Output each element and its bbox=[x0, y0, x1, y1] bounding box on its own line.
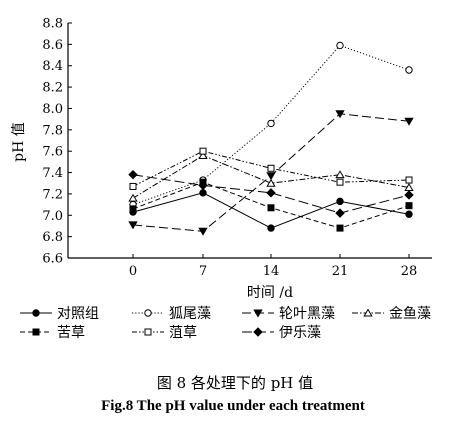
data-point bbox=[199, 147, 207, 155]
data-point bbox=[405, 66, 413, 74]
data-point bbox=[405, 202, 413, 210]
y-tick-label: 8.2 bbox=[42, 81, 63, 96]
legend-label: 苦草 bbox=[57, 325, 85, 341]
y-tick-label: 8.4 bbox=[42, 59, 63, 74]
series-1 bbox=[129, 189, 413, 232]
series-line bbox=[132, 44, 410, 206]
legend-marker bbox=[32, 309, 40, 317]
y-tick-label: 7.8 bbox=[42, 123, 63, 138]
data-point bbox=[199, 189, 207, 197]
data-point bbox=[198, 227, 208, 236]
data-point bbox=[267, 119, 275, 128]
legend-item: 苦草 bbox=[20, 325, 85, 341]
data-point bbox=[335, 170, 345, 179]
data-point bbox=[267, 164, 275, 172]
legend-marker bbox=[363, 308, 373, 317]
data-point bbox=[129, 182, 137, 190]
legend-label: 金鱼藻 bbox=[389, 305, 431, 322]
y-tick-label: 6.6 bbox=[42, 252, 63, 267]
data-point bbox=[335, 208, 345, 218]
legend-label: 轮叶黑藻 bbox=[279, 306, 335, 322]
y-tick-label: 7.0 bbox=[42, 209, 63, 224]
data-point bbox=[404, 117, 414, 126]
data-point bbox=[266, 172, 276, 181]
data-point bbox=[336, 224, 344, 232]
data-point bbox=[405, 210, 413, 218]
y-tick-label: 7.4 bbox=[42, 166, 63, 181]
data-point bbox=[129, 205, 137, 213]
legend-item: 菹草 bbox=[132, 325, 197, 341]
legend-label: 对照组 bbox=[57, 306, 99, 322]
legend-item: 伊乐藻 bbox=[242, 325, 321, 341]
data-point bbox=[128, 169, 138, 180]
y-tick-label: 8.8 bbox=[42, 17, 63, 32]
x-tick-label: 21 bbox=[332, 264, 349, 279]
data-point bbox=[335, 110, 345, 119]
x-axis-title: 时间 /d bbox=[247, 285, 293, 301]
series-3 bbox=[128, 110, 414, 236]
legend-label: 伊乐藻 bbox=[279, 325, 321, 341]
legend-marker bbox=[253, 309, 263, 318]
plot-area bbox=[128, 41, 414, 236]
legend-item: 对照组 bbox=[20, 306, 99, 322]
y-tick-label: 6.8 bbox=[42, 230, 63, 245]
x-tick-label: 14 bbox=[263, 264, 280, 279]
series-line bbox=[132, 174, 410, 214]
legend-item: 金鱼藻 bbox=[352, 305, 431, 322]
data-point bbox=[336, 41, 344, 50]
axes: 6.6 6.8 7.0 7.2 7.4 7.6 7.8 8.0 8.2 8.4 8.6 8.8 0 7 14… bbox=[42, 17, 432, 279]
series-6 bbox=[129, 147, 413, 190]
y-tick-label: 8.6 bbox=[42, 38, 63, 53]
legend-marker bbox=[253, 327, 263, 337]
series-7 bbox=[128, 169, 414, 218]
data-point bbox=[405, 176, 413, 184]
legend-label: 菹草 bbox=[169, 325, 197, 341]
y-tick-label: 7.6 bbox=[42, 145, 63, 160]
data-point bbox=[336, 178, 344, 186]
data-point bbox=[266, 188, 276, 198]
legend-marker bbox=[144, 309, 152, 317]
x-tick-label: 0 bbox=[129, 264, 137, 279]
data-point bbox=[336, 197, 344, 206]
data-point bbox=[128, 221, 138, 230]
legend-item: 轮叶黑藻 bbox=[242, 306, 335, 322]
data-point bbox=[128, 193, 138, 202]
data-point bbox=[198, 150, 208, 159]
legend-item: 狐尾藻 bbox=[132, 306, 211, 322]
data-point bbox=[404, 190, 414, 200]
data-point bbox=[198, 180, 208, 191]
y-tick-label: 8.0 bbox=[42, 102, 63, 117]
y-axis-title: pH 值 bbox=[11, 122, 27, 162]
legend-marker bbox=[32, 328, 40, 336]
y-tick-label: 7.2 bbox=[42, 187, 63, 202]
figure-caption-chinese: 图 8 各处理下的 pH 值 bbox=[157, 374, 313, 392]
figure-caption-english: Fig.8 The pH value under each treatment bbox=[101, 398, 365, 414]
x-tick-label: 28 bbox=[401, 264, 418, 279]
data-point bbox=[266, 178, 276, 187]
legend-label: 狐尾藻 bbox=[169, 306, 211, 322]
series-4 bbox=[128, 150, 414, 202]
legend-marker bbox=[144, 328, 152, 336]
data-point bbox=[267, 204, 275, 212]
data-point bbox=[267, 224, 275, 232]
x-tick-label: 7 bbox=[199, 264, 207, 279]
